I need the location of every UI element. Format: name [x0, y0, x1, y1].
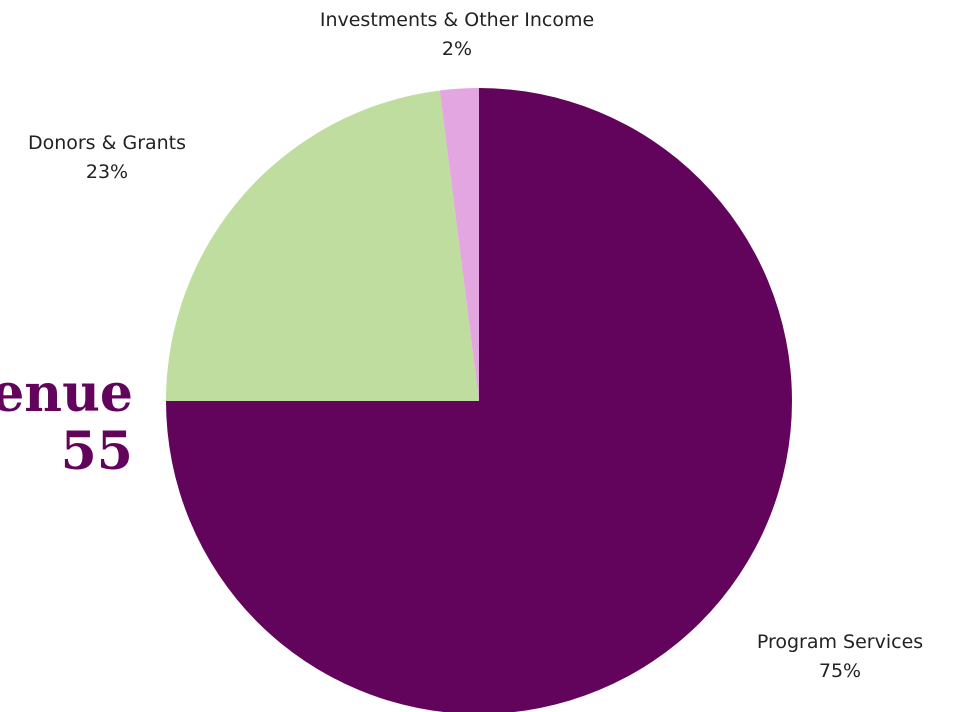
- headline-line-2: 55: [60, 421, 133, 482]
- slice-value-label: 2%: [442, 38, 472, 60]
- pie-slice-program-services: [166, 88, 792, 712]
- pie-slice-investments-other-income: [439, 88, 479, 401]
- slice-label: Investments & Other Income: [320, 9, 594, 31]
- pie-slice-donors-grants: [166, 90, 479, 401]
- slice-label: Program Services: [757, 631, 923, 653]
- slice-value-label: 75%: [819, 660, 861, 682]
- headline: enue 55: [0, 365, 133, 481]
- slice-value-label: 23%: [86, 161, 128, 183]
- pie-slices: [166, 88, 792, 712]
- pie-labels: Program Services 75% Donors & Grants 23% Inv…: [28, 9, 923, 682]
- slice-label: Donors & Grants: [28, 132, 186, 154]
- headline-line-1: enue: [0, 363, 133, 424]
